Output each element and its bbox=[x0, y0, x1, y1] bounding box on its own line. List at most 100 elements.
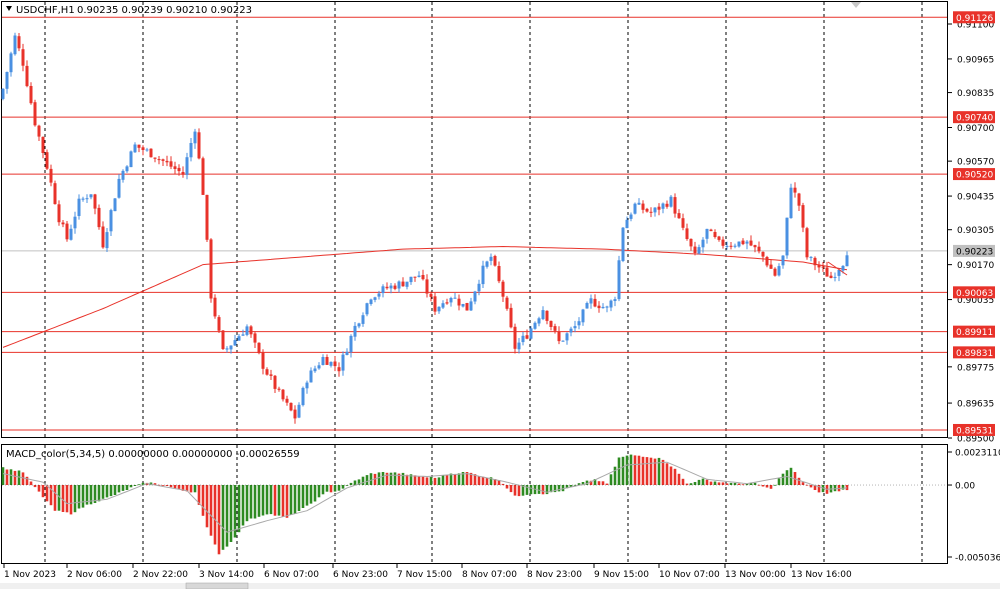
level-tag-label-0: 0.91126 bbox=[956, 14, 993, 24]
candle-body-24 bbox=[97, 207, 101, 228]
candle-body-66 bbox=[265, 369, 269, 375]
macd-bar-165 bbox=[661, 459, 665, 485]
candle-body-75 bbox=[301, 387, 305, 406]
macd-bar-22 bbox=[89, 485, 93, 505]
candle-body-45 bbox=[181, 172, 185, 175]
macd-bar-195 bbox=[781, 473, 785, 485]
candle-body-125 bbox=[501, 281, 505, 297]
macd-histogram bbox=[1, 454, 849, 555]
candle-body-179 bbox=[717, 236, 721, 240]
price-tick-10: 0.89635 bbox=[957, 400, 994, 410]
candle-body-184 bbox=[737, 241, 741, 247]
macd-bar-142 bbox=[569, 485, 573, 487]
macd-bar-54 bbox=[217, 485, 221, 555]
macd-bar-110 bbox=[441, 475, 445, 486]
candle-body-10 bbox=[41, 136, 45, 153]
candle-body-151 bbox=[605, 306, 609, 308]
macd-bar-172 bbox=[689, 483, 693, 486]
candle-body-132 bbox=[529, 328, 533, 339]
macd-bar-19 bbox=[77, 485, 81, 509]
macd-bar-77 bbox=[309, 485, 313, 504]
bottom-bar bbox=[0, 583, 1000, 589]
macd-title: MACD_color(5,34,5) 0.00000000 0.00000000… bbox=[6, 449, 300, 460]
candle-body-123 bbox=[493, 256, 497, 266]
candle-body-198 bbox=[793, 187, 797, 193]
candle-body-11 bbox=[45, 152, 49, 169]
macd-bar-103 bbox=[413, 475, 417, 485]
macd-bar-18 bbox=[73, 485, 77, 513]
macd-bar-205 bbox=[821, 485, 825, 493]
macd-bar-13 bbox=[53, 485, 57, 511]
macd-bar-7 bbox=[29, 481, 33, 486]
macd-bar-59 bbox=[237, 485, 241, 533]
candle-body-64 bbox=[257, 342, 261, 354]
candle-body-163 bbox=[653, 207, 657, 213]
macd-bar-146 bbox=[585, 480, 589, 485]
macd-bar-87 bbox=[349, 482, 353, 486]
candle-body-70 bbox=[281, 389, 285, 400]
macd-bar-5 bbox=[21, 472, 25, 485]
time-tick-11: 13 Nov 00:00 bbox=[725, 570, 786, 580]
macd-bar-45 bbox=[181, 485, 185, 491]
candle-body-187 bbox=[749, 240, 753, 246]
candle-body-81 bbox=[325, 357, 329, 365]
candle-body-57 bbox=[229, 345, 233, 350]
macd-bar-117 bbox=[469, 472, 473, 485]
macd-bar-113 bbox=[453, 474, 457, 485]
macd-bar-69 bbox=[277, 485, 281, 516]
candle-body-18 bbox=[73, 216, 77, 229]
macd-bar-173 bbox=[693, 482, 697, 485]
current-price-label: 0.90223 bbox=[956, 247, 993, 257]
macd-bar-140 bbox=[561, 485, 565, 492]
candle-body-1 bbox=[5, 72, 9, 89]
macd-bar-16 bbox=[65, 485, 69, 513]
level-tag-label-3: 0.90063 bbox=[956, 289, 993, 299]
candle-body-89 bbox=[357, 323, 361, 327]
candle-body-194 bbox=[777, 266, 781, 276]
candle-body-118 bbox=[473, 291, 477, 302]
macd-bar-17 bbox=[69, 485, 73, 515]
candle-body-76 bbox=[305, 382, 309, 389]
candle-body-53 bbox=[213, 297, 217, 317]
candle-body-117 bbox=[469, 301, 473, 311]
candle-body-120 bbox=[481, 265, 485, 285]
price-tick-1: 0.90965 bbox=[957, 55, 994, 65]
macd-bar-201 bbox=[805, 484, 809, 486]
macd-bar-159 bbox=[637, 455, 641, 485]
candle-body-190 bbox=[761, 251, 765, 257]
macd-bar-46 bbox=[185, 485, 189, 492]
candle-body-203 bbox=[813, 257, 817, 266]
candle-body-20 bbox=[81, 198, 85, 200]
candle-body-73 bbox=[293, 409, 297, 419]
time-tick-2: 2 Nov 22:00 bbox=[133, 570, 188, 580]
macd-bar-164 bbox=[657, 457, 661, 485]
candle-body-3 bbox=[13, 35, 17, 55]
macd-bar-34 bbox=[137, 484, 141, 486]
macd-bar-135 bbox=[541, 485, 545, 495]
macd-bar-157 bbox=[629, 454, 633, 486]
candle-body-210 bbox=[841, 265, 845, 271]
macd-bar-12 bbox=[49, 485, 53, 506]
chart-tab[interactable] bbox=[185, 582, 249, 589]
macd-bar-104 bbox=[417, 476, 421, 485]
macd-bar-86 bbox=[345, 485, 349, 486]
macd-bar-30 bbox=[121, 485, 125, 491]
macd-bar-100 bbox=[401, 472, 405, 485]
price-tick-5: 0.90435 bbox=[957, 193, 994, 203]
macd-bar-26 bbox=[105, 485, 109, 498]
macd-bar-200 bbox=[801, 482, 805, 485]
collapse-arrow-icon[interactable] bbox=[6, 6, 12, 11]
candle-body-206 bbox=[825, 267, 829, 277]
macd-bar-193 bbox=[773, 484, 777, 486]
candle-body-83 bbox=[333, 361, 337, 367]
candle-body-51 bbox=[205, 194, 209, 240]
macd-bar-187 bbox=[749, 483, 753, 485]
candle-body-180 bbox=[721, 239, 725, 246]
candle-body-14 bbox=[57, 204, 61, 223]
macd-bar-197 bbox=[789, 467, 793, 485]
one-click-trading-arrow-icon[interactable] bbox=[851, 2, 861, 8]
macd-bar-184 bbox=[737, 483, 741, 485]
candle-body-140 bbox=[561, 340, 565, 342]
macd-bar-84 bbox=[337, 485, 341, 491]
